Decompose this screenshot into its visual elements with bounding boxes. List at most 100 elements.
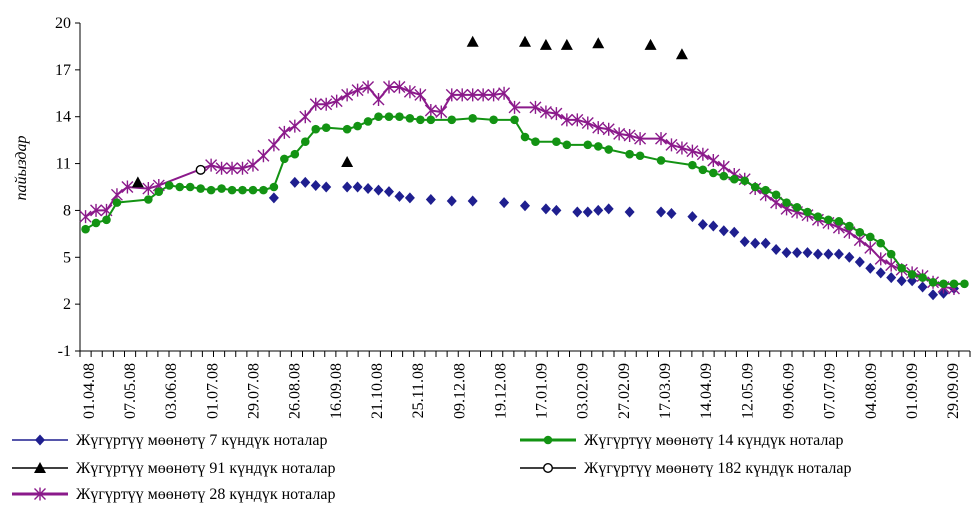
- y-tick-label: 20: [55, 15, 71, 32]
- data-point: [562, 140, 572, 150]
- data-point: [248, 185, 258, 195]
- data-point: [802, 247, 813, 259]
- series-5: [79, 80, 960, 296]
- data-point: [581, 116, 594, 130]
- data-point: [499, 197, 510, 209]
- data-point: [447, 115, 457, 125]
- y-tick-label: 14: [55, 109, 71, 126]
- data-point: [290, 149, 300, 159]
- data-point: [698, 165, 708, 175]
- data-point: [373, 184, 384, 196]
- x-tick-label: 03.02.09: [575, 363, 592, 419]
- data-point: [351, 83, 364, 97]
- data-point: [592, 37, 605, 49]
- x-tick-label: 07.07.09: [822, 363, 839, 419]
- data-point: [154, 187, 164, 196]
- legend-label: Жүгүртүү мөөнөтү 28 күндүк ноталар: [76, 486, 335, 503]
- x-tick-label: 29.09.09: [945, 363, 962, 419]
- data-point: [551, 204, 562, 216]
- data-point: [750, 182, 760, 192]
- data-point: [792, 203, 802, 212]
- data-point: [403, 85, 416, 99]
- x-tick-label: 25.11.08: [410, 363, 427, 418]
- data-point: [466, 88, 479, 102]
- data-point: [520, 200, 530, 212]
- data-point: [656, 156, 666, 165]
- data-point: [696, 147, 709, 161]
- data-point: [257, 149, 270, 163]
- data-point: [760, 237, 771, 249]
- data-point: [885, 258, 898, 272]
- data-point: [79, 210, 92, 224]
- data-point: [897, 263, 906, 273]
- data-point: [426, 115, 436, 125]
- legend-label: Жүгүртүү мөөнөтү 91 күндүк ноталар: [76, 460, 335, 477]
- data-point: [623, 128, 636, 142]
- data-point: [81, 224, 90, 234]
- legend-label: Жүгүртүү мөөнөтү 182 күндүк ноталар: [584, 460, 851, 477]
- data-point: [321, 123, 331, 132]
- data-point: [718, 225, 729, 237]
- data-point: [656, 206, 667, 218]
- data-point: [918, 273, 927, 282]
- data-point: [299, 110, 312, 124]
- data-point: [362, 80, 375, 94]
- data-point: [393, 80, 406, 94]
- data-point: [602, 122, 615, 136]
- data-point: [813, 212, 823, 221]
- data-point: [131, 176, 144, 188]
- data-point: [520, 132, 530, 142]
- series-layer: [79, 35, 969, 301]
- data-point: [697, 218, 708, 230]
- x-tick-label: 29.07.08: [245, 363, 262, 419]
- data-point: [644, 38, 657, 50]
- axes: -1 2 5 8 11 14 17 20 01.04.08 07.05.08 03.06.08 01.…: [55, 15, 971, 419]
- data-point: [466, 35, 479, 47]
- data-point: [383, 186, 394, 198]
- data-point: [267, 138, 280, 152]
- legend-item-1: Жүгүртүү мөөнөтү 7 күндүк ноталар: [12, 432, 327, 449]
- data-point: [205, 158, 218, 172]
- data-point: [196, 184, 205, 193]
- data-point: [91, 218, 101, 228]
- data-point: [709, 168, 718, 178]
- data-point: [405, 113, 415, 123]
- data-point: [560, 113, 573, 127]
- data-point: [939, 279, 948, 289]
- data-point: [949, 279, 959, 289]
- y-tick-label: 8: [63, 202, 71, 219]
- data-point: [593, 204, 604, 216]
- data-point: [468, 113, 477, 123]
- series-line: [85, 85, 955, 290]
- data-point: [320, 97, 333, 111]
- data-point: [625, 149, 634, 159]
- data-point: [666, 208, 677, 220]
- data-point: [416, 115, 425, 125]
- data-point: [330, 94, 343, 108]
- data-point: [238, 185, 247, 195]
- data-point: [280, 154, 289, 164]
- x-tick-label: 16.09.08: [328, 363, 345, 419]
- data-point: [729, 226, 740, 238]
- series-1: [268, 176, 959, 301]
- data-point: [917, 281, 928, 293]
- data-point: [34, 462, 46, 473]
- data-point: [539, 38, 552, 50]
- data-point: [687, 211, 698, 223]
- data-point: [928, 289, 939, 301]
- data-point: [865, 232, 875, 242]
- x-tick-label: 26.08.08: [287, 363, 304, 419]
- data-point: [300, 176, 311, 188]
- data-point: [583, 140, 593, 150]
- data-point: [311, 124, 321, 134]
- data-point: [604, 145, 614, 154]
- data-point: [195, 164, 206, 175]
- data-point: [729, 174, 739, 184]
- data-point: [572, 206, 583, 218]
- x-tick-label: 07.05.08: [122, 363, 139, 419]
- data-point: [707, 153, 720, 167]
- data-point: [543, 435, 553, 445]
- data-point: [300, 137, 310, 147]
- data-point: [960, 279, 969, 289]
